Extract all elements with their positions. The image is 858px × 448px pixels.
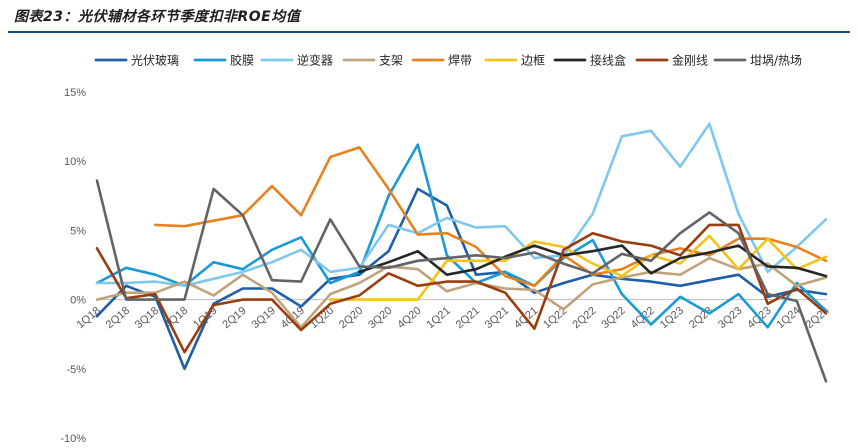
legend-label: 胶膜 [230, 53, 254, 68]
y-tick-label: 10% [64, 156, 86, 168]
x-tick-label: 1Q21 [425, 305, 453, 331]
legend-label: 光伏玻璃 [131, 54, 179, 68]
y-tick-label: 15% [64, 87, 86, 99]
x-tick-label: 3Q21 [483, 305, 511, 331]
x-tick-label: 1Q20 [308, 305, 336, 331]
x-tick-label: 1Q23 [658, 305, 686, 331]
legend-label: 接线盒 [590, 53, 626, 68]
series-layer [95, 122, 828, 383]
x-tick-label: 2Q18 [104, 305, 132, 331]
y-tick-label: -5% [66, 364, 86, 376]
series-line [95, 122, 828, 288]
y-tick-label: 5% [70, 225, 86, 237]
x-tick-label: 2Q20 [337, 305, 365, 331]
x-tick-label: 3Q22 [599, 305, 627, 331]
chart-legend: 光伏玻璃 胶膜 逆变器 支架 焊带 边框 接线盒 金刚线 坩埚/热场 [94, 53, 802, 68]
x-tick-label: 3Q20 [366, 305, 394, 331]
x-tick-label: 1Q18 [75, 305, 103, 331]
x-tick-label: 2Q21 [454, 305, 482, 331]
series-line [95, 179, 828, 383]
x-tick-label: 3Q19 [250, 305, 278, 331]
legend-label: 边框 [521, 54, 545, 68]
legend-label: 逆变器 [297, 53, 333, 68]
x-tick-label: 2Q24 [804, 305, 832, 331]
x-tick-label: 3Q18 [133, 305, 161, 331]
chart-title: 图表23：光伏辅材各环节季度扣非ROE均值 [14, 9, 301, 25]
series-line [95, 256, 828, 329]
series-line [329, 234, 828, 301]
x-tick-label: 2Q22 [570, 305, 598, 331]
x-tick-label: 3Q23 [716, 305, 744, 331]
legend-label: 坩埚/热场 [750, 54, 802, 68]
x-axis: 1Q18 2Q18 3Q18 4Q18 1Q19 2Q19 3Q19 4Q19 1Q20 2Q20… [75, 299, 832, 331]
title-divider [8, 31, 850, 33]
y-tick-label: 0% [70, 295, 86, 307]
y-tick-label: -10% [60, 433, 86, 445]
x-tick-label: 4Q20 [395, 305, 423, 331]
legend-label: 支架 [379, 54, 403, 68]
series-line [95, 223, 828, 354]
x-tick-label: 4Q22 [629, 305, 657, 331]
y-axis: -10% -5% 0% 5% 10% 15% [60, 87, 86, 445]
series-line [95, 143, 828, 329]
legend-label: 金刚线 [672, 53, 708, 68]
x-tick-label: 2Q19 [220, 305, 248, 331]
legend-label: 焊带 [448, 53, 472, 68]
